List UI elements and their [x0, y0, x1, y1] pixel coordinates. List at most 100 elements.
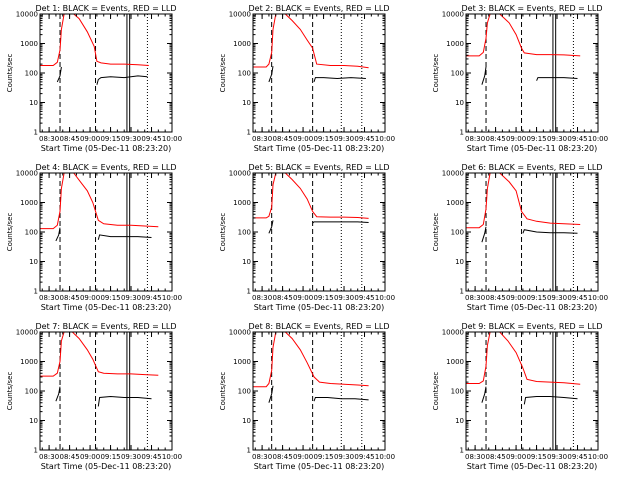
x-axis-label: Start Time (05-Dec-11 08:23:20) — [41, 462, 172, 471]
y-tick-label: 1 — [460, 129, 464, 137]
y-tick-label: 10 — [242, 99, 251, 107]
y-tick-label: 100 — [25, 229, 38, 237]
x-axis-label: Start Time (05-Dec-11 08:23:20) — [467, 462, 598, 471]
events-trace — [268, 220, 369, 234]
x-tick-label: 09:15 — [313, 294, 333, 302]
y-tick-label: 1 — [34, 288, 38, 296]
x-tick-label: 08:30 — [465, 135, 485, 143]
x-tick-label: 08:30 — [252, 135, 272, 143]
panel-title: Det 4: BLACK = Events, RED = LLD — [36, 163, 177, 172]
x-tick-label: 09:30 — [121, 294, 141, 302]
event-markers — [271, 173, 363, 291]
x-tick-label: 10:00 — [588, 135, 608, 143]
x-tick-label: 08:30 — [39, 294, 59, 302]
event-markers — [271, 332, 363, 450]
y-tick-label: 1000 — [233, 358, 251, 366]
x-axis-label: Start Time (05-Dec-11 08:23:20) — [254, 303, 385, 312]
y-tick-label: 1 — [460, 288, 464, 296]
events-trace — [481, 386, 578, 405]
x-tick-label: 09:00 — [293, 135, 313, 143]
lld-trace — [253, 173, 369, 219]
lld-trace — [253, 14, 369, 69]
y-axis-label: Counts/sec — [219, 213, 227, 252]
lld-trace — [40, 332, 159, 377]
y-tick-label: 10 — [29, 99, 38, 107]
panel-title: Det 7: BLACK = Events, RED = LLD — [36, 322, 177, 331]
x-tick-label: 09:15 — [100, 453, 120, 461]
y-tick-label: 100 — [25, 388, 38, 396]
x-tick-label: 10:00 — [588, 453, 608, 461]
y-tick-label: 100 — [451, 229, 464, 237]
y-tick-label: 10000 — [442, 170, 464, 178]
x-tick-label: 08:30 — [465, 453, 485, 461]
x-tick-label: 09:15 — [313, 453, 333, 461]
x-tick-label: 09:30 — [334, 294, 354, 302]
panel-title: Det 3: BLACK = Events, RED = LLD — [462, 4, 603, 13]
x-tick-label: 09:45 — [354, 294, 374, 302]
event-markers — [485, 173, 574, 291]
x-tick-label: 09:00 — [506, 294, 526, 302]
y-tick-label: 1000 — [233, 40, 251, 48]
lld-trace — [466, 14, 581, 57]
x-tick-label: 09:00 — [80, 453, 100, 461]
lld-trace — [466, 332, 581, 385]
y-tick-label: 10000 — [229, 170, 251, 178]
y-tick-label: 10000 — [229, 329, 251, 337]
x-tick-label: 09:15 — [313, 135, 333, 143]
y-axis-label: Counts/sec — [432, 213, 440, 252]
y-tick-label: 100 — [451, 70, 464, 78]
y-tick-label: 1000 — [20, 358, 38, 366]
event-markers — [485, 14, 574, 132]
x-tick-label: 09:00 — [506, 135, 526, 143]
x-tick-label: 09:45 — [141, 453, 161, 461]
y-tick-label: 10000 — [442, 329, 464, 337]
x-tick-label: 09:15 — [526, 135, 546, 143]
detector-panel-3: Det 3: BLACK = Events, RED = LLD 1 10 100 10… — [432, 4, 608, 153]
y-tick-label: 1000 — [20, 40, 38, 48]
x-tick-label: 08:30 — [39, 453, 59, 461]
x-tick-label: 10:00 — [162, 135, 182, 143]
x-tick-label: 08:45 — [485, 294, 505, 302]
y-axis-label: Counts/sec — [6, 372, 14, 411]
x-tick-label: 08:45 — [59, 294, 79, 302]
x-axis-label: Start Time (05-Dec-11 08:23:20) — [254, 462, 385, 471]
y-tick-label: 10 — [455, 258, 464, 266]
panel-title: Det 9: BLACK = Events, RED = LLD — [462, 322, 603, 331]
y-tick-label: 1000 — [446, 40, 464, 48]
detector-panel-8: Det 8: BLACK = Events, RED = LLD 1 10 100 10… — [219, 322, 395, 471]
x-tick-label: 09:15 — [100, 294, 120, 302]
y-tick-label: 1 — [34, 129, 38, 137]
y-axis-label: Counts/sec — [432, 372, 440, 411]
y-tick-label: 1 — [460, 447, 464, 455]
y-tick-label: 10000 — [442, 11, 464, 19]
detector-panel-4: Det 4: BLACK = Events, RED = LLD 1 10 100 10… — [6, 163, 182, 312]
lld-trace — [40, 173, 159, 230]
x-tick-label: 09:45 — [354, 453, 374, 461]
x-tick-label: 09:30 — [121, 453, 141, 461]
events-trace — [268, 385, 369, 403]
y-tick-label: 1000 — [233, 199, 251, 207]
y-axis-label: Counts/sec — [6, 213, 14, 252]
x-tick-label: 10:00 — [162, 294, 182, 302]
y-tick-label: 1000 — [446, 199, 464, 207]
event-markers — [271, 14, 363, 132]
panel-title: Det 8: BLACK = Events, RED = LLD — [249, 322, 390, 331]
lld-trace — [253, 332, 369, 388]
x-tick-label: 09:30 — [121, 135, 141, 143]
events-trace — [481, 226, 578, 243]
y-tick-label: 1 — [247, 129, 251, 137]
x-tick-label: 09:30 — [547, 135, 567, 143]
y-axis-label: Counts/sec — [219, 372, 227, 411]
x-tick-label: 09:15 — [526, 294, 546, 302]
y-tick-label: 1000 — [20, 199, 38, 207]
x-axis-label: Start Time (05-Dec-11 08:23:20) — [467, 303, 598, 312]
event-markers — [59, 14, 148, 132]
x-tick-label: 10:00 — [162, 453, 182, 461]
detector-panel-1: Det 1: BLACK = Events, RED = LLD 1 10 100 10… — [6, 4, 182, 153]
y-tick-label: 10000 — [16, 170, 38, 178]
events-trace — [268, 66, 366, 83]
events-trace — [481, 66, 578, 85]
panel-title: Det 1: BLACK = Events, RED = LLD — [36, 4, 177, 13]
y-tick-label: 100 — [238, 229, 251, 237]
